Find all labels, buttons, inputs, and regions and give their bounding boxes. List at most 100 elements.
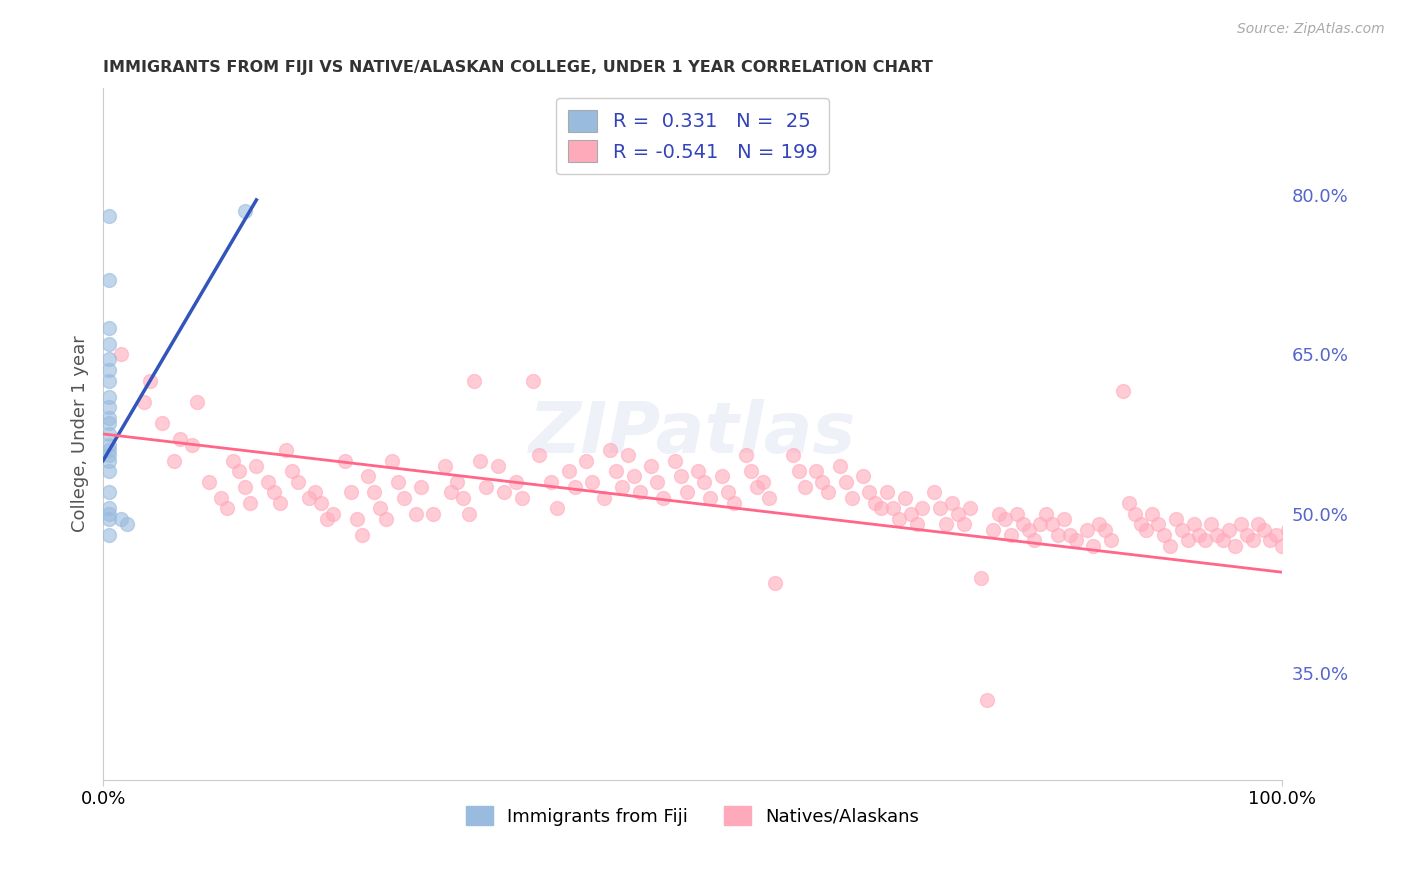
Point (758, 491, 780, 505)
Point (1159, 539, 1181, 553)
Point (1177, 533, 1199, 548)
Point (1353, 549, 1375, 564)
Point (169, 432, 191, 446)
Point (793, 480, 815, 494)
Point (1382, 544, 1405, 558)
Point (1265, 528, 1288, 542)
Point (593, 491, 616, 505)
Point (475, 480, 498, 494)
Point (900, 507, 922, 521)
Point (98, 426, 121, 441)
Point (422, 507, 444, 521)
Point (463, 374, 485, 388)
Point (994, 512, 1017, 526)
Point (375, 512, 398, 526)
Point (946, 507, 969, 521)
Point (368, 501, 391, 516)
Point (1083, 539, 1105, 553)
Point (1188, 528, 1211, 542)
Point (1301, 539, 1323, 553)
Point (893, 491, 915, 505)
Point (959, 501, 981, 516)
Point (763, 575, 786, 590)
Point (1282, 533, 1305, 548)
Point (828, 458, 851, 473)
Point (599, 442, 621, 457)
Point (357, 469, 380, 483)
Point (263, 485, 285, 500)
Point (882, 501, 904, 516)
Point (98, 528, 121, 542)
Point (887, 512, 910, 526)
Point (440, 485, 463, 500)
Point (446, 475, 468, 489)
Point (98, 273, 121, 287)
Point (1218, 523, 1240, 537)
Point (98, 417, 121, 431)
Point (688, 464, 710, 478)
Point (257, 475, 280, 489)
Point (841, 491, 863, 505)
Point (1312, 528, 1334, 542)
Y-axis label: College, Under 1 year: College, Under 1 year (72, 335, 89, 533)
Point (811, 475, 834, 489)
Point (529, 448, 551, 462)
Point (852, 469, 875, 483)
Point (1147, 517, 1170, 532)
Point (717, 485, 740, 500)
Point (1271, 539, 1294, 553)
Point (222, 453, 245, 467)
Point (98, 320, 121, 334)
Point (564, 480, 586, 494)
Point (1018, 523, 1040, 537)
Point (817, 485, 839, 500)
Point (575, 453, 598, 467)
Point (1341, 555, 1364, 569)
Point (935, 517, 957, 532)
Point (970, 570, 993, 584)
Point (929, 501, 952, 516)
Point (623, 469, 645, 483)
Point (858, 485, 880, 500)
Point (269, 496, 291, 510)
Point (98, 442, 121, 457)
Point (1330, 533, 1353, 548)
Legend: Immigrants from Fiji, Natives/Alaskans: Immigrants from Fiji, Natives/Alaskans (458, 799, 927, 833)
Point (669, 469, 692, 483)
Point (806, 464, 828, 478)
Point (1395, 565, 1406, 579)
Point (215, 501, 238, 516)
Point (411, 480, 433, 494)
Point (640, 458, 662, 473)
Point (198, 475, 221, 489)
Point (1295, 528, 1317, 542)
Point (699, 491, 721, 505)
Point (1053, 512, 1076, 526)
Point (233, 480, 256, 494)
Point (110, 512, 132, 526)
Point (711, 469, 734, 483)
Point (740, 464, 762, 478)
Point (1029, 517, 1052, 532)
Point (1112, 384, 1135, 399)
Point (1288, 544, 1310, 558)
Point (139, 374, 162, 388)
Point (239, 496, 262, 510)
Point (1153, 528, 1175, 542)
Text: ZIPatlas: ZIPatlas (529, 400, 856, 468)
Point (98, 401, 121, 415)
Point (163, 453, 186, 467)
Point (747, 480, 769, 494)
Point (1000, 528, 1022, 542)
Point (1024, 533, 1046, 548)
Point (865, 496, 887, 510)
Point (470, 453, 492, 467)
Point (274, 442, 297, 457)
Point (134, 395, 156, 409)
Point (363, 485, 385, 500)
Point (1094, 523, 1116, 537)
Point (734, 448, 756, 462)
Point (610, 480, 633, 494)
Point (645, 475, 668, 489)
Point (581, 475, 603, 489)
